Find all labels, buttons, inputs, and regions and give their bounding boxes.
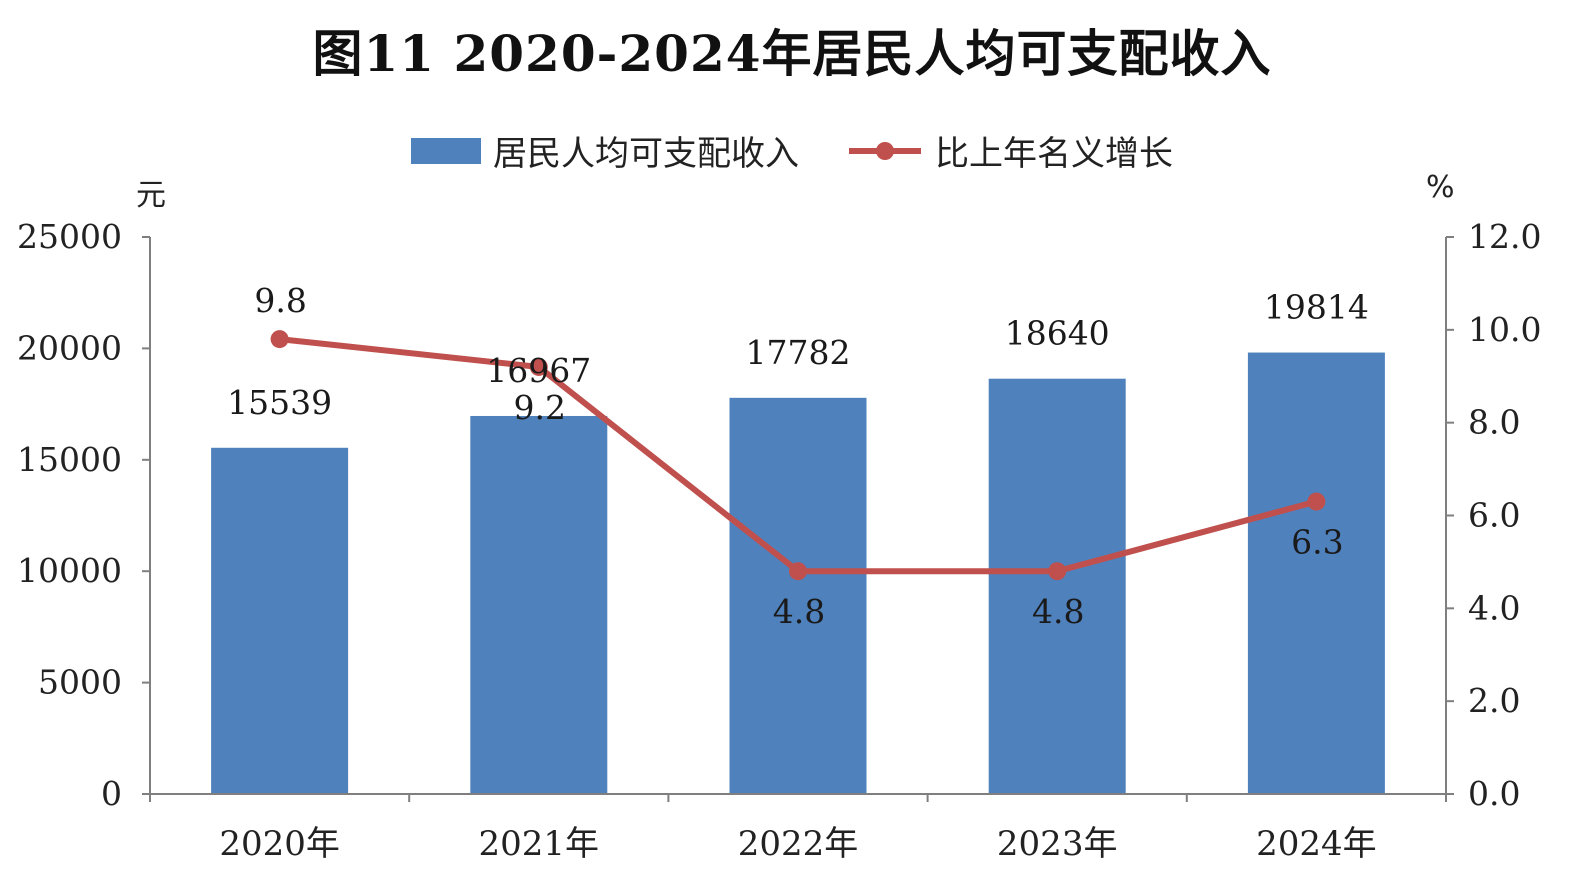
bar-data-label: 19814 (1264, 288, 1369, 327)
growth-marker-2022年 (789, 562, 807, 581)
right-tick-label: 10.0 (1468, 310, 1541, 349)
legend-line-swatch-marker (876, 141, 894, 160)
axes-layer: 0 5000 10000 15000 20000 25000 0.0 2.0 4.0 6.0 8.0… (17, 217, 1541, 864)
right-tick-label: 6.0 (1468, 496, 1520, 535)
growth-data-label: 9.2 (514, 388, 566, 427)
right-tick-label: 4.0 (1468, 588, 1520, 627)
x-tick-label: 2021年 (479, 824, 600, 864)
growth-marker-2024年 (1307, 492, 1326, 511)
right-tick-label: 2.0 (1468, 681, 1520, 720)
bar-data-label: 18640 (1005, 314, 1110, 353)
bar-data-label: 17782 (746, 333, 851, 372)
bar-2023年 (988, 378, 1126, 794)
growth-marker-2023年 (1048, 562, 1067, 581)
labels-layer: 15539 16967 17782 18640 19814 9.8 9.2 4.8 4.8 6.3 (227, 281, 1369, 631)
chart-title: 图11 2020-2024年居民人均可支配收入 (312, 24, 1272, 83)
legend-item-line: 比上年名义增长 (847, 126, 1173, 175)
bar-data-label: 16967 (486, 351, 591, 390)
bar-data-label: 15539 (227, 383, 332, 422)
left-axis-unit: 元 (136, 178, 166, 213)
x-tick-label: 2020年 (219, 824, 340, 864)
legend: 居民人均可支配收入 比上年名义增长 (0, 126, 1584, 175)
growth-data-label: 4.8 (773, 592, 825, 631)
right-axis-unit: % (1426, 170, 1455, 205)
right-tick-label: 12.0 (1468, 217, 1541, 256)
legend-bar-label: 居民人均可支配收入 (493, 134, 799, 174)
growth-marker-2021年 (529, 357, 548, 376)
legend-line-label: 比上年名义增长 (935, 134, 1173, 174)
bar-2020年 (211, 447, 349, 794)
growth-data-label: 9.8 (254, 281, 306, 320)
bar-2024年 (1247, 352, 1385, 794)
bar-2021年 (470, 415, 608, 794)
bar-2022年 (729, 397, 867, 794)
left-tick-label: 0 (101, 774, 122, 813)
x-tick-label: 2023年 (997, 824, 1118, 864)
legend-bar-swatch-rect (411, 137, 481, 164)
legend-line-swatch (849, 141, 921, 160)
left-tick-label: 25000 (17, 217, 122, 256)
legend-item-bar: 居民人均可支配收入 (411, 126, 799, 175)
left-tick-label: 15000 (17, 440, 122, 479)
x-tick-label: 2022年 (738, 824, 859, 864)
left-tick-label: 20000 (17, 328, 122, 367)
bars-layer (211, 352, 1385, 794)
growth-data-label: 6.3 (1291, 523, 1343, 562)
right-tick-label: 0.0 (1468, 774, 1520, 813)
x-tick-label: 2024年 (1256, 824, 1377, 864)
legend-bar-swatch (411, 137, 481, 164)
right-tick-label: 8.0 (1468, 403, 1520, 442)
growth-marker-2020年 (270, 330, 289, 349)
growth-data-label: 4.8 (1032, 592, 1084, 631)
left-tick-label: 10000 (17, 551, 122, 590)
line-layer (270, 330, 1326, 581)
left-tick-label: 5000 (38, 663, 122, 702)
